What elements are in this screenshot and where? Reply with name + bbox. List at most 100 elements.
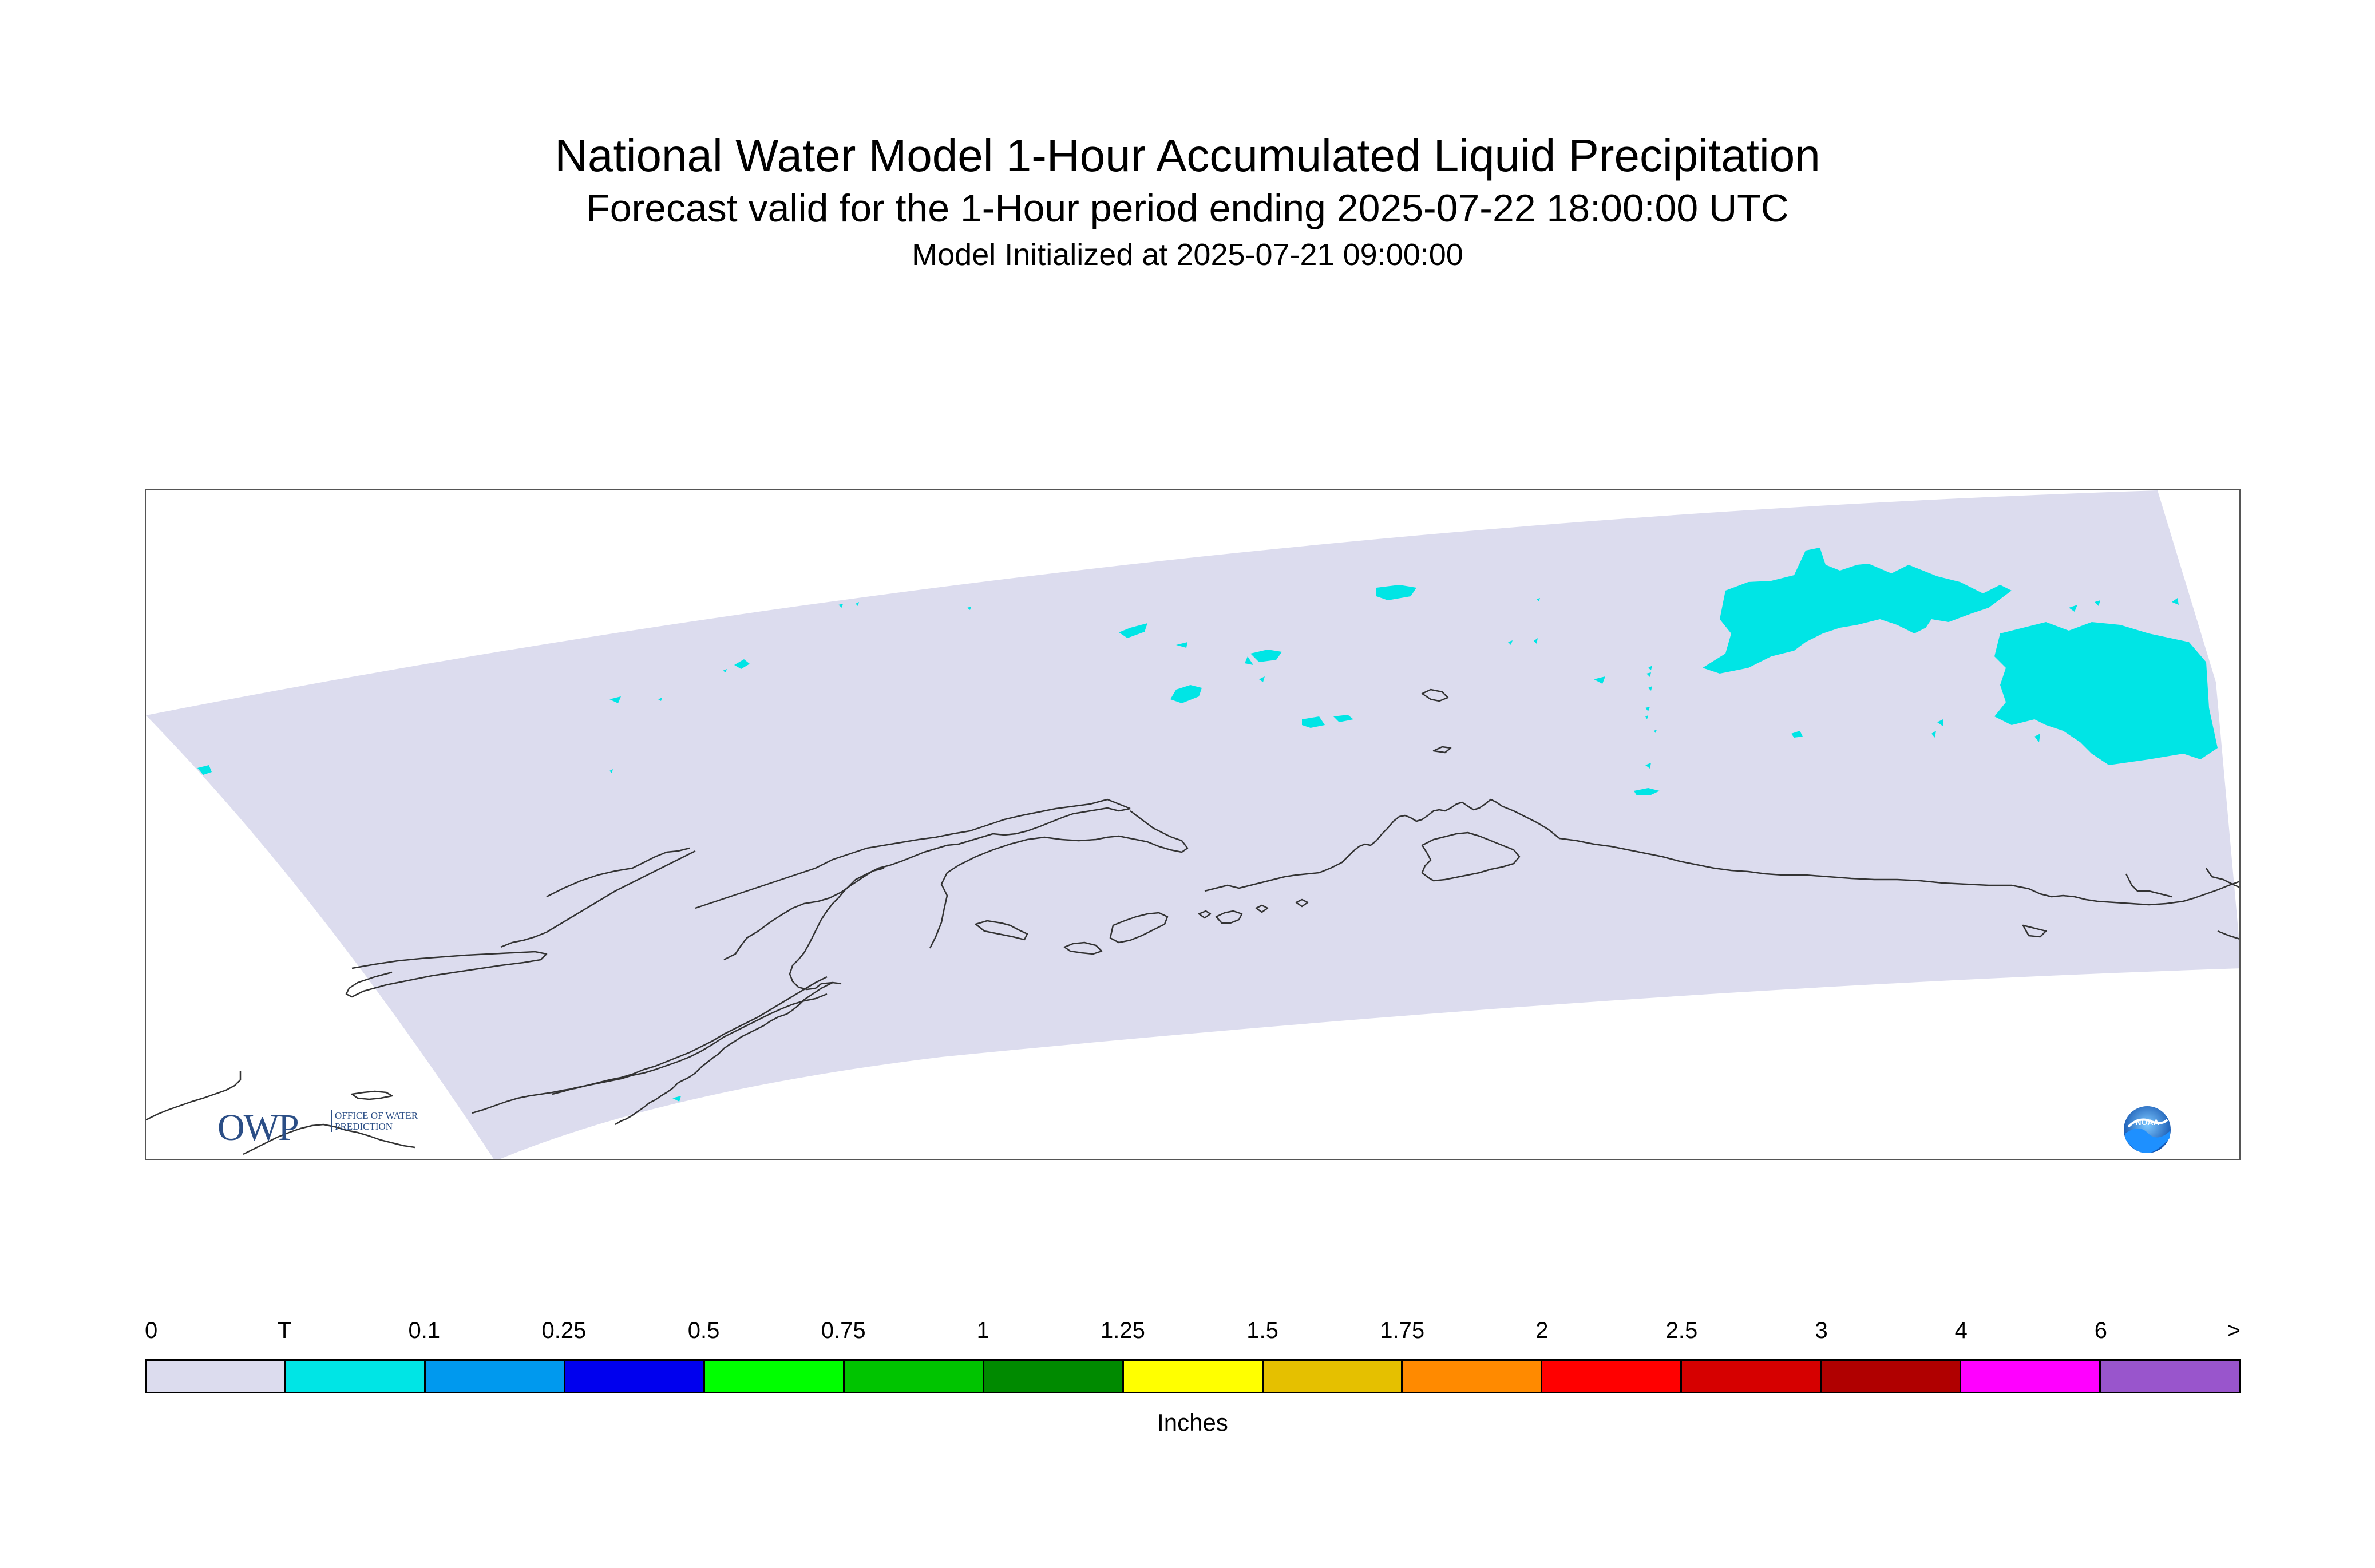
legend-tick-label: 0	[145, 1318, 158, 1343]
legend-tick-label: 0.1	[408, 1318, 441, 1343]
precip-area-37	[2052, 648, 2057, 654]
shoreline-west	[345, 951, 548, 998]
legend-tick-label: >	[2227, 1318, 2241, 1343]
model-init-subtitle: Model Initialized at 2025-07-21 09:00:00	[912, 237, 1463, 272]
precip-area-29	[1634, 788, 1660, 795]
precip-area-8	[1176, 642, 1188, 648]
island-small-3	[1295, 898, 1309, 908]
precip-area-28	[1791, 731, 1803, 738]
precip-area-2	[1250, 650, 1282, 662]
legend-swatch	[1403, 1361, 1543, 1392]
lake-becharof	[975, 920, 1028, 941]
legend-units-label: Inches	[1157, 1409, 1228, 1436]
coastline-norton-sound	[723, 867, 885, 961]
legend-tick-label: 0.25	[541, 1318, 587, 1343]
precip-area-9	[734, 659, 750, 669]
legend-swatch	[844, 1361, 984, 1392]
precip-area-16	[1259, 676, 1265, 682]
precip-area-24	[1645, 707, 1650, 711]
island-small-1	[1198, 910, 1212, 919]
coastline-bristol-bay	[615, 981, 833, 1126]
precip-area-26	[1654, 730, 1657, 733]
lake-iliamna	[1063, 941, 1103, 955]
lake-2	[1432, 746, 1452, 754]
precip-area-18	[1508, 640, 1513, 645]
precip-area-34	[2095, 600, 2100, 606]
legend-tick-label: 4	[1954, 1318, 1968, 1343]
coastline-seward	[695, 798, 1131, 909]
precipitation-legend: 0 T 0.1 0.25 0.5 0.75 1 1.25 1.5 1.75 2 2.5 3 4 6 > Inc…	[145, 1316, 2241, 1448]
legend-tick-label: 0.75	[821, 1318, 866, 1343]
owp-logo: OWP OFFICE OF WATER PREDICTION	[217, 1106, 435, 1150]
precip-area-east	[1994, 622, 2218, 765]
precip-area-10	[723, 669, 727, 672]
precip-area-23	[1648, 686, 1652, 691]
precip-area-7	[1119, 623, 1147, 638]
precip-area-30	[1937, 719, 1943, 726]
legend-swatch	[1961, 1361, 2101, 1392]
legend-swatch	[704, 1361, 845, 1392]
legend-swatch	[1263, 1361, 1403, 1392]
coastline-alaska-peninsula-tip	[552, 993, 828, 1095]
coastline-chukotka	[146, 1071, 242, 1121]
precip-area-5	[1333, 715, 1353, 722]
legend-tick-label: T	[277, 1318, 292, 1343]
legend-tick-label: 3	[1815, 1318, 1828, 1343]
model-domain-area	[146, 490, 2239, 1159]
legend-swatch	[147, 1361, 286, 1392]
precip-area-4	[1302, 716, 1325, 728]
map-panel: OWP OFFICE OF WATER PREDICTION NOAA	[145, 489, 2241, 1160]
kodiak-island	[1109, 912, 1169, 944]
coastline-outlines	[146, 688, 2239, 1155]
legend-swatch	[2101, 1361, 2239, 1392]
forecast-valid-subtitle: Forecast valid for the 1-Hour period end…	[586, 187, 1789, 230]
legend-swatch	[1822, 1361, 1962, 1392]
coastline-kenai	[1204, 798, 1560, 892]
precip-area-36	[2172, 598, 2179, 605]
legend-tick-label: 2	[1535, 1318, 1549, 1343]
legend-swatch	[1123, 1361, 1264, 1392]
noaa-logo-text: NOAA	[2135, 1118, 2159, 1127]
island-small-2	[1255, 904, 1269, 913]
precip-area-32	[2034, 734, 2040, 742]
legend-swatch	[984, 1361, 1124, 1392]
canada-coast-2	[2205, 868, 2239, 888]
legend-tick-label: 6	[2094, 1318, 2107, 1343]
coastline-kuskokwim-bay	[789, 807, 1131, 991]
legend-tick-label: 1.75	[1380, 1318, 1425, 1343]
st-lawrence-island	[351, 1090, 393, 1100]
prince-william-sound	[1421, 831, 1521, 882]
canada-coast-3	[2217, 930, 2239, 940]
precip-area-15	[967, 607, 971, 610]
precip-area-38	[2057, 660, 2062, 666]
precip-area-41	[672, 1096, 681, 1102]
precip-area-19	[1537, 598, 1540, 601]
coastline-yukon-delta	[500, 850, 696, 948]
legend-tick-label: 2.5	[1665, 1318, 1698, 1343]
legend-swatch	[1542, 1361, 1683, 1392]
precip-area-40	[609, 769, 613, 773]
precip-area-33	[2029, 685, 2037, 692]
precip-area-27	[1645, 763, 1651, 769]
precip-area-13	[838, 604, 843, 608]
coastline-chukotka-2	[243, 1123, 415, 1155]
legend-swatch	[565, 1361, 705, 1392]
legend-tick-label: 1.5	[1246, 1318, 1278, 1343]
precip-area-14	[856, 602, 859, 606]
map-title: National Water Model 1-Hour Accumulated …	[555, 130, 1820, 181]
precip-area-25	[1645, 715, 1648, 719]
precip-area-35	[2069, 605, 2077, 612]
legend-tick-label: 1	[976, 1318, 989, 1343]
precip-area-6	[1376, 585, 1416, 600]
legend-swatch	[1682, 1361, 1822, 1392]
river-kobuk	[546, 847, 690, 898]
precip-area-1	[1170, 685, 1202, 703]
coastline-gulf-of-alaska	[1559, 837, 2239, 906]
cook-inlet	[1215, 910, 1243, 924]
coastline-aleutian-peninsula	[472, 976, 828, 1114]
legend-swatch	[286, 1361, 426, 1392]
legend-swatch	[425, 1361, 565, 1392]
owp-logo-text: OWP	[217, 1107, 299, 1149]
precipitation-areas	[197, 548, 2218, 1102]
precip-area-northeast	[1703, 548, 2012, 674]
